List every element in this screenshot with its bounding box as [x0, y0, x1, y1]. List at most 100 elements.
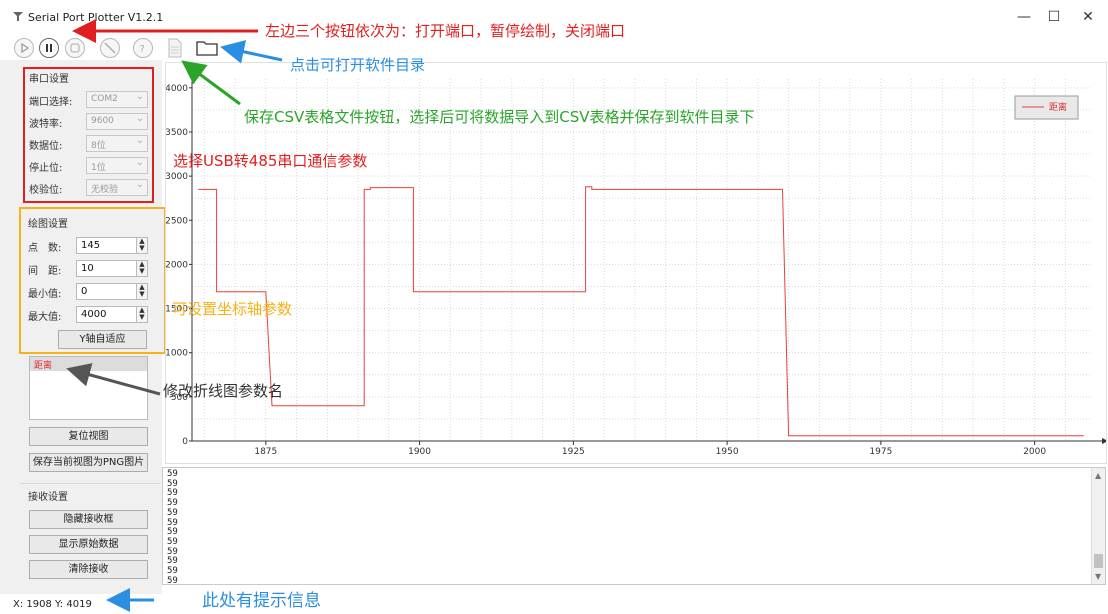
serial-row-label: 停止位: [29, 163, 63, 174]
clear-receive-button[interactable]: 清除接收 [29, 560, 148, 579]
play-icon [21, 42, 30, 54]
plot-row-label: 点 数: [28, 243, 62, 254]
spinbox-value: 4000 [81, 309, 107, 320]
serial-settings-group: 串口设置 端口选择: COM2 波特率: 9600 数据位: 8位停止位: 1位校验位: 无校… [23, 67, 154, 203]
serial-row-label: 波特率: [29, 119, 63, 130]
status-text: X: 1908 Y: 4019 [13, 599, 92, 610]
legend-box [1014, 95, 1079, 120]
help-button[interactable]: ? [133, 38, 153, 58]
save-csv-button[interactable] [167, 38, 183, 58]
spin-arrows-icon[interactable]: ▲ ▼ [136, 307, 147, 322]
line-chart[interactable]: 1875 1900 1925 1950 1975 2000 0 500 1000 1500 2000… [165, 63, 1108, 463]
annotation-axis-params: 可设置坐标轴参数 [172, 300, 293, 318]
plot-row-spinbox[interactable]: 0 ▲ ▼ [76, 283, 148, 300]
plot-row-label: 间 距: [28, 266, 62, 277]
arrow-csv [181, 60, 241, 106]
serial-row-select[interactable]: 1位 [86, 157, 148, 174]
console-line: 59 [167, 556, 178, 567]
show-raw-button[interactable]: 显示原始数据 [29, 535, 148, 554]
plot-row-spinbox[interactable]: 10 ▲ ▼ [76, 260, 148, 277]
spinbox-value: 10 [81, 263, 94, 274]
title-bar: Serial Port Plotter V1.2.1 — ☐ ✕ [0, 0, 1108, 34]
y-autofit-button[interactable]: Y轴自适应 [58, 330, 147, 349]
app-logo-icon [13, 12, 23, 21]
spin-arrows-icon[interactable]: ▲ ▼ [136, 284, 147, 299]
svg-text:?: ? [140, 44, 145, 55]
plot-area[interactable]: 1875 1900 1925 1950 1975 2000 0 500 1000 1500 2000… [165, 62, 1108, 464]
scroll-thumb[interactable] [1094, 554, 1103, 568]
y-tick-label: 0 [182, 437, 188, 447]
y-tick-label: 4000 [166, 84, 188, 94]
y-tick-label: 2500 [166, 216, 188, 226]
x-tick-label: 1900 [408, 447, 431, 457]
open-folder-button[interactable] [196, 40, 218, 56]
annotation-hint: 此处有提示信息 [202, 591, 321, 611]
plot-row-label: 最大值: [28, 312, 62, 323]
clear-button[interactable] [100, 38, 120, 58]
plot-row-spinbox[interactable]: 145 ▲ ▼ [76, 237, 148, 254]
serial-row-label: 数据位: [29, 141, 63, 152]
x-tick-label: 1925 [562, 447, 585, 457]
arrow-rename [66, 363, 161, 396]
stop-icon [70, 43, 80, 53]
plot-row-spinbox[interactable]: 4000 ▲ ▼ [76, 306, 148, 323]
document-icon [168, 38, 182, 58]
serial-row-label: 端口选择: [29, 97, 73, 108]
console-line: 59 [167, 575, 178, 586]
plot-group-title: 绘图设置 [28, 219, 68, 230]
serial-row-select[interactable]: 无校验 [86, 179, 148, 196]
y-tick-label: 2000 [166, 260, 188, 270]
save-png-button[interactable]: 保存当前视图为PNG图片 [29, 453, 148, 472]
y-tick-label: 1000 [166, 349, 188, 359]
annotation-usb485: 选择USB转485串口通信参数 [173, 152, 368, 170]
hide-receive-button[interactable]: 隐藏接收框 [29, 510, 148, 529]
serial-row-select[interactable]: 8位 [86, 135, 148, 152]
annotation-three-buttons: 左边三个按钮依次为：打开端口，暂停绘制，关闭端口 [265, 22, 626, 40]
maximize-button[interactable]: ☐ [1047, 9, 1061, 25]
forbidden-icon [104, 42, 116, 54]
x-axis-arrow-icon [1102, 438, 1108, 444]
reset-view-button[interactable]: 复位视图 [29, 427, 148, 446]
connect-button[interactable] [14, 38, 34, 58]
receive-group-title: 接收设置 [28, 492, 68, 503]
spin-arrows-icon[interactable]: ▲ ▼ [136, 261, 147, 276]
serial-row-select[interactable]: 9600 [86, 113, 148, 130]
x-tick-label: 1975 [869, 447, 892, 457]
console-line: 59 [167, 527, 178, 538]
folder-icon [196, 41, 218, 56]
pause-button[interactable] [39, 38, 59, 58]
x-tick-label: 1875 [254, 447, 277, 457]
console-line: 59 [167, 469, 178, 479]
console-line: 59 [167, 478, 178, 489]
y-tick-label: 3000 [166, 172, 188, 182]
scroll-up-icon[interactable]: ▲ [1095, 471, 1102, 480]
console-line: 59 [167, 536, 178, 547]
channel-name: 距离 [34, 361, 53, 371]
console-line: 59 [167, 546, 178, 557]
plot-row-label: 最小值: [28, 289, 62, 300]
status-bar: X: 1908 Y: 4019 [0, 594, 1108, 614]
plot-settings-group: 绘图设置 点 数: 145 ▲ ▼ 间 距: 10 ▲ ▼ 最小值: 0 ▲ ▼ 最大值: 4000… [19, 207, 166, 354]
receive-console[interactable]: 59 59 59 59 59 59 59 59 59 59 59 59 ▲ ▼ [162, 467, 1106, 585]
arrow-open-dir [220, 40, 283, 64]
serial-row-label: 校验位: [29, 185, 63, 196]
series-line [198, 186, 1084, 437]
console-line: 59 [167, 498, 178, 509]
y-tick-label: 3500 [166, 128, 188, 138]
console-scrollbar[interactable]: ▲ ▼ [1091, 468, 1105, 584]
scroll-down-icon[interactable]: ▼ [1095, 572, 1102, 581]
legend-label: 距离 [1049, 101, 1067, 113]
pause-icon [46, 44, 52, 52]
spin-arrows-icon[interactable]: ▲ ▼ [136, 238, 147, 253]
console-line: 59 [167, 517, 178, 528]
spinbox-value: 0 [81, 286, 88, 297]
toolbar [0, 34, 1108, 60]
annotation-csv: 保存CSV表格文件按钮，选择后可将数据导入到CSV表格并保存到软件目录下 [244, 108, 755, 126]
question-icon: ? [140, 44, 145, 55]
minimize-button[interactable]: — [1017, 9, 1031, 25]
serial-row-select[interactable]: COM2 [86, 91, 148, 108]
close-button[interactable]: ✕ [1082, 9, 1094, 25]
console-line: 59 [167, 507, 178, 518]
annotation-open-dir: 点击可打开软件目录 [290, 56, 426, 74]
